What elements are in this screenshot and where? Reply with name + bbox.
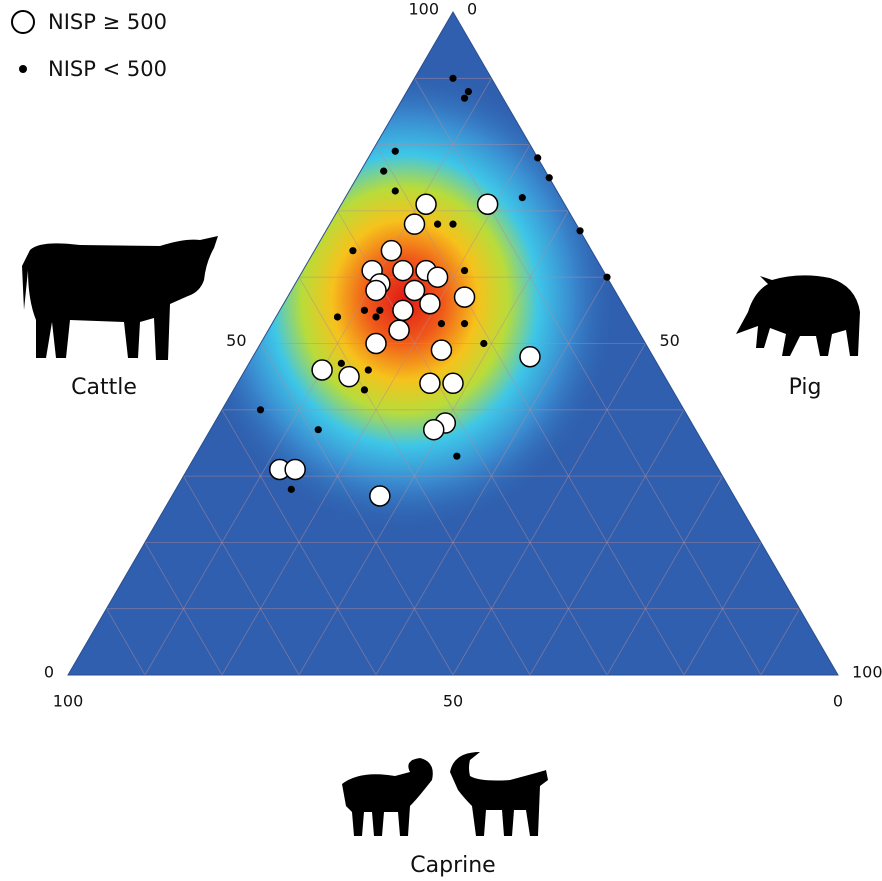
small-point <box>434 220 442 228</box>
axis-label-bottom: Caprine <box>410 853 495 878</box>
small-point <box>287 485 295 493</box>
right-tick-label: 50 <box>660 331 680 350</box>
axis-labels: Cattle Pig Caprine <box>71 375 821 878</box>
large-point <box>415 193 437 216</box>
grid-line <box>414 78 762 676</box>
large-point <box>519 346 541 368</box>
triangle-frame <box>67 11 839 676</box>
large-point <box>453 286 476 308</box>
small-point <box>364 366 372 374</box>
grid-line <box>606 475 723 676</box>
small-point <box>464 87 472 96</box>
small-point <box>380 167 388 175</box>
small-point <box>437 320 446 328</box>
legend-marker <box>19 65 27 73</box>
small-point <box>545 174 553 182</box>
grid-line <box>183 475 300 676</box>
small-point <box>314 426 322 434</box>
grid-line <box>144 542 223 676</box>
large-point <box>403 279 426 302</box>
left-tick-label: 100 <box>408 0 439 19</box>
large-point <box>388 319 410 341</box>
grid-line <box>760 608 800 676</box>
small-point <box>453 452 461 460</box>
large-point <box>430 339 453 361</box>
bottom-tick-label: 0 <box>833 692 843 711</box>
large-point <box>365 332 387 355</box>
large-point <box>338 365 360 388</box>
grid-line <box>221 409 377 676</box>
left-tick-label: 0 <box>44 663 54 682</box>
grid-line <box>260 343 454 676</box>
cattle-icon <box>22 236 218 360</box>
large-point <box>311 359 333 381</box>
series-small <box>256 74 611 493</box>
small-point <box>534 154 542 162</box>
large-point <box>365 279 387 302</box>
small-point <box>391 147 399 155</box>
axis-label-left: Cattle <box>71 375 137 400</box>
grid-line <box>683 542 762 676</box>
small-point <box>256 406 265 414</box>
small-point <box>576 227 584 235</box>
caprine-icon <box>342 752 548 836</box>
small-point <box>372 313 380 321</box>
large-point <box>419 372 441 395</box>
right-tick-label: 0 <box>467 0 477 19</box>
small-point <box>460 266 469 275</box>
legend-label: NISP ≥ 500 <box>48 10 167 34</box>
small-point <box>518 194 526 202</box>
bottom-tick-label: 50 <box>443 692 463 711</box>
grid-line <box>529 409 685 676</box>
large-point <box>369 485 391 507</box>
pig-icon <box>736 275 860 356</box>
small-point <box>460 320 469 328</box>
small-point <box>449 220 457 228</box>
large-point <box>442 372 464 395</box>
small-point <box>333 313 342 321</box>
small-point <box>360 386 369 394</box>
small-point <box>360 306 369 314</box>
grid-line <box>106 608 146 676</box>
legend-marker <box>11 10 35 34</box>
large-point <box>284 458 306 481</box>
large-point <box>380 239 403 262</box>
legend-label: NISP < 500 <box>48 57 167 81</box>
left-tick-label: 50 <box>226 331 246 350</box>
large-point <box>476 193 499 216</box>
large-point <box>423 418 445 441</box>
large-point <box>392 259 414 282</box>
small-point <box>376 306 384 314</box>
small-point <box>349 247 357 255</box>
small-point <box>460 94 469 102</box>
bottom-tick-label: 100 <box>53 692 84 711</box>
right-tick-label: 100 <box>852 663 882 682</box>
grid <box>106 77 800 676</box>
series-large <box>269 193 541 507</box>
small-point <box>449 74 457 82</box>
small-point <box>480 339 488 348</box>
large-point <box>403 213 426 235</box>
grid-line <box>298 210 569 676</box>
large-point <box>419 292 441 315</box>
large-point <box>426 266 449 288</box>
small-point <box>603 273 611 281</box>
large-point <box>392 299 414 322</box>
axis-label-right: Pig <box>789 375 822 400</box>
grid-line <box>452 343 646 676</box>
small-point <box>337 359 345 367</box>
small-point <box>391 187 399 195</box>
